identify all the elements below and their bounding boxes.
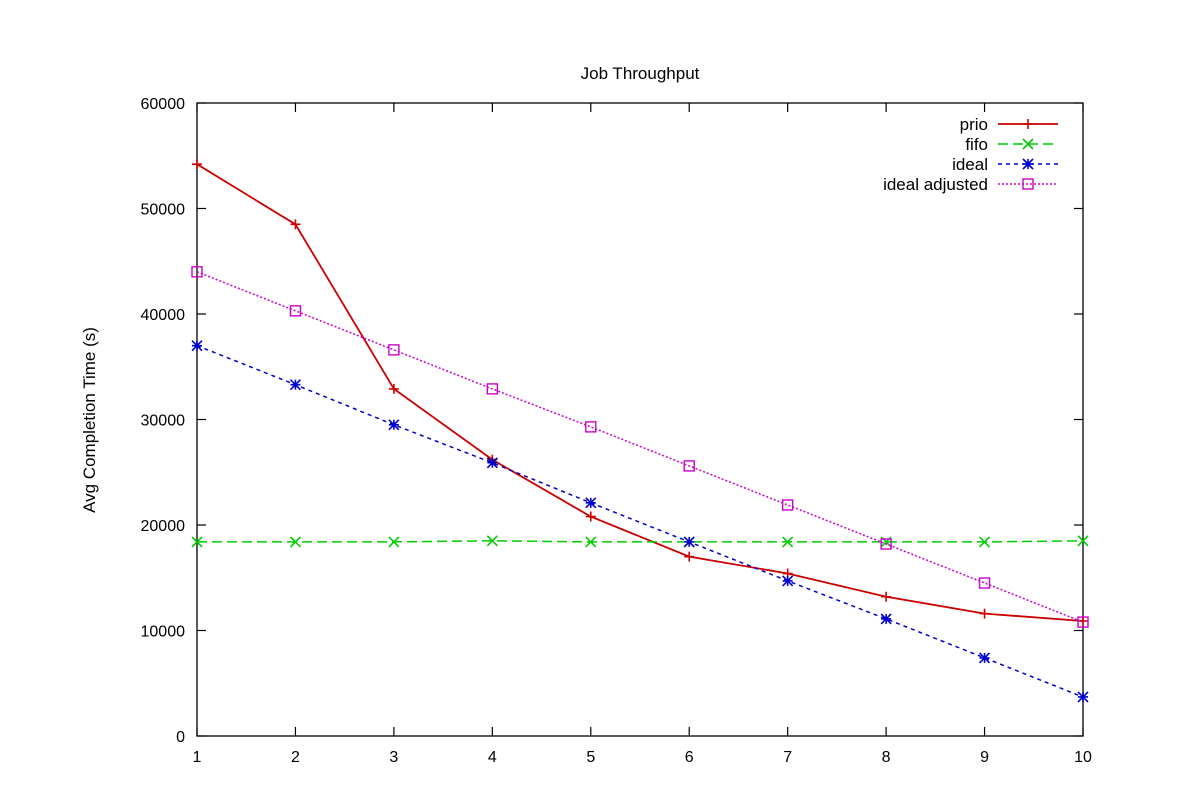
plot-frame	[196, 102, 1084, 737]
y-axis-label: Avg Completion Time (s)	[80, 327, 99, 513]
series-prio	[192, 159, 1088, 627]
data-point	[289, 379, 302, 391]
series-line	[196, 271, 1084, 623]
data-point	[880, 538, 892, 550]
data-point	[289, 536, 302, 548]
y-tick-label: 30000	[141, 413, 186, 430]
data-point	[290, 219, 301, 230]
data-point	[191, 536, 203, 548]
data-point	[388, 419, 400, 431]
y-tick-label: 40000	[141, 307, 186, 324]
legend-label: ideal	[952, 155, 988, 174]
legend-marker	[1022, 138, 1034, 150]
x-tick-label: 1	[193, 749, 202, 766]
y-tick-label: 60000	[141, 96, 186, 113]
series-ideal-adjusted	[191, 266, 1089, 628]
data-point	[289, 305, 302, 317]
data-point	[684, 551, 695, 562]
x-tick-label: 8	[882, 749, 891, 766]
y-tick-label: 0	[176, 729, 185, 746]
data-point	[978, 577, 991, 589]
y-tick-label: 50000	[141, 202, 186, 219]
data-point	[781, 499, 794, 511]
x-tick-label: 6	[685, 749, 694, 766]
legend-label: ideal adjusted	[883, 175, 988, 194]
y-tick-label: 10000	[141, 624, 186, 641]
series-ideal	[191, 340, 1089, 703]
x-tick-label: 10	[1074, 749, 1092, 766]
data-point	[585, 536, 597, 548]
legend-label: prio	[960, 115, 988, 134]
data-point	[585, 511, 596, 522]
data-point	[1077, 616, 1089, 628]
data-point	[880, 613, 892, 625]
x-tick-label: 2	[291, 749, 300, 766]
data-point	[585, 421, 597, 433]
data-point	[782, 575, 794, 587]
plot-area: 0 10000 20000 30000 40000 50000 60000 1 2 3 4 5 6 7 8 9…	[141, 96, 1093, 766]
series-line	[196, 163, 1084, 622]
data-point	[388, 536, 400, 548]
data-point	[782, 536, 794, 548]
series-line	[196, 344, 1084, 698]
x-tick-label: 9	[980, 749, 989, 766]
data-point	[978, 536, 991, 548]
data-point	[486, 535, 498, 547]
series-fifo	[191, 535, 1089, 548]
legend-marker	[1023, 119, 1033, 129]
legend-marker	[1022, 178, 1034, 190]
chart-title: Job Throughput	[581, 64, 700, 83]
data-point	[486, 457, 498, 469]
x-tick-label: 4	[488, 749, 497, 766]
data-point	[191, 340, 203, 352]
x-tick-label: 3	[389, 749, 398, 766]
data-point	[1077, 691, 1089, 703]
legend-label: fifo	[965, 135, 988, 154]
data-point	[585, 497, 597, 509]
data-point	[683, 460, 695, 472]
y-tick-label: 20000	[141, 518, 186, 535]
data-point	[388, 344, 400, 356]
series-line	[197, 540, 1084, 543]
legend-marker	[1022, 158, 1034, 170]
data-point	[979, 608, 990, 619]
data-point	[486, 383, 499, 395]
data-point	[683, 536, 695, 548]
data-point	[881, 591, 892, 602]
data-point	[192, 159, 202, 170]
x-tick-label: 5	[586, 749, 595, 766]
data-point	[1077, 535, 1089, 547]
x-tick-label: 7	[783, 749, 792, 766]
data-point	[388, 383, 399, 394]
data-point	[978, 652, 991, 664]
data-point	[191, 266, 203, 278]
